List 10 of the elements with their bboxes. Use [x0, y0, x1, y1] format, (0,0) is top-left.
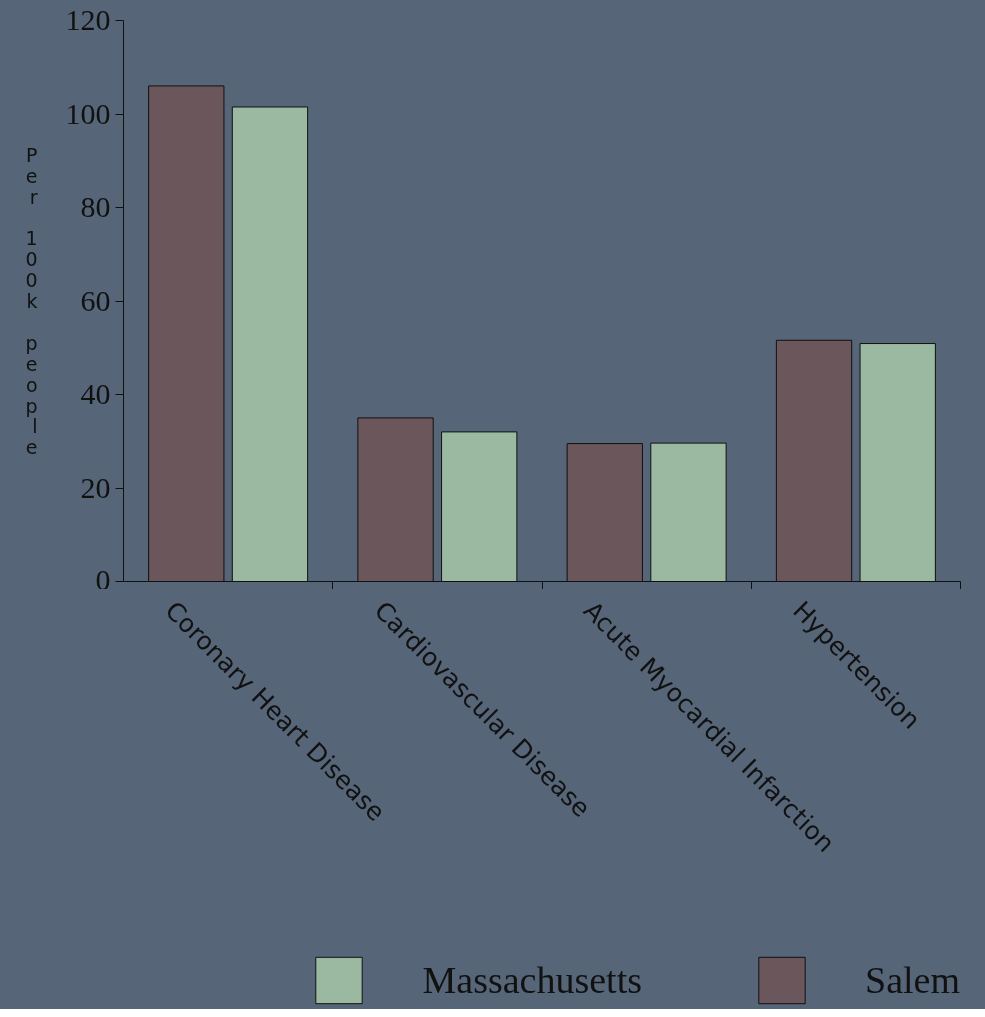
legend-label: Salem — [865, 958, 960, 1002]
legend-label: Massachusetts — [422, 958, 643, 1002]
y-tick-label: 60 — [80, 283, 111, 317]
y-tick-label: 40 — [80, 377, 111, 410]
y-tick-label: 80 — [80, 190, 111, 223]
text: Per 100k people — [25, 143, 38, 459]
y-tick-label: 100 — [65, 96, 111, 130]
y-tick-label: 120 — [65, 3, 111, 36]
y-tick-label: 20 — [80, 470, 111, 504]
y-tick-label: 0 — [95, 562, 111, 596]
